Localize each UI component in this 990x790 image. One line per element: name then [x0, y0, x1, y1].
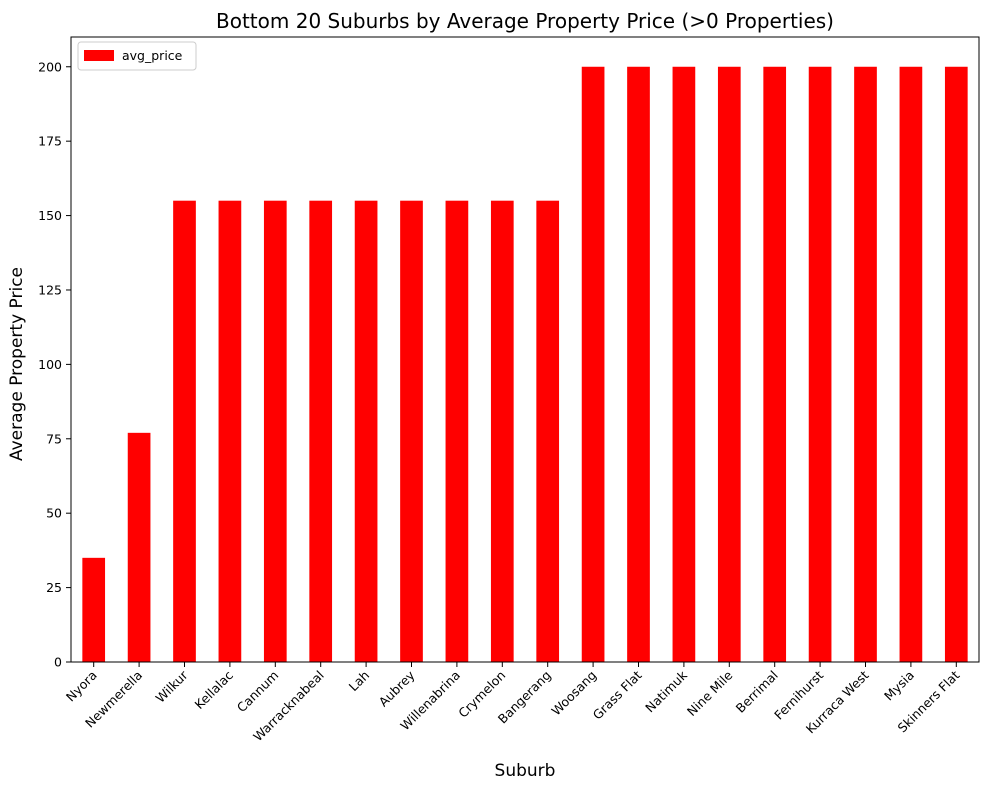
- bar-newmerella: [127, 432, 151, 662]
- y-tick-label: 75: [46, 431, 62, 446]
- y-tick-label: 100: [38, 357, 62, 372]
- y-tick-label: 25: [46, 580, 62, 595]
- bar-aubrey: [400, 200, 423, 662]
- bar-kellalac: [218, 200, 242, 662]
- bar-natimuk: [672, 66, 696, 662]
- y-tick-label: 150: [38, 208, 62, 223]
- y-axis-label: Average Property Price: [7, 267, 27, 461]
- y-tick-label: 0: [54, 655, 62, 670]
- plot-frame: [70, 36, 980, 663]
- bar-fernihurst: [808, 66, 832, 662]
- bar-bangerang: [536, 200, 560, 662]
- bar-grass-flat: [627, 66, 650, 662]
- legend-frame: [77, 41, 197, 71]
- y-tick-label: 50: [46, 506, 62, 521]
- x-tick-label: Nyora: [63, 668, 100, 705]
- bars-group: [82, 66, 968, 662]
- x-tick-label: Grass Flat: [590, 667, 645, 722]
- x-tick-label: Mysia: [881, 668, 917, 704]
- bar-wilkur: [173, 200, 196, 662]
- x-tick-label: Aubrey: [376, 667, 418, 709]
- bar-crymelon: [490, 200, 514, 662]
- bar-nyora: [82, 557, 106, 662]
- bar-mysia: [899, 66, 923, 662]
- y-tick-label: 200: [38, 59, 62, 74]
- bar-cannum: [263, 200, 287, 662]
- bar-warracknabeal: [309, 200, 333, 662]
- legend: avg_price: [77, 41, 197, 71]
- x-tick-label: Lah: [346, 668, 373, 695]
- bar-woosang: [581, 66, 605, 662]
- legend-label: avg_price: [122, 48, 183, 63]
- bar-kurraca-west: [854, 66, 877, 662]
- y-tick-label: 125: [38, 282, 62, 297]
- y-axis: 0 25 50 75 100 125 150 175 200: [38, 59, 71, 670]
- x-tick-label: Kellalac: [192, 667, 237, 712]
- x-tick-label: Nine Mile: [684, 667, 736, 719]
- chart-title: Bottom 20 Suburbs by Average Property Pr…: [216, 9, 834, 33]
- x-tick-label: Cannum: [234, 668, 282, 716]
- bar-nine-mile: [717, 66, 741, 662]
- bar-lah: [354, 200, 378, 662]
- bar-willenabrina: [445, 200, 469, 662]
- bar-skinners-flat: [944, 66, 968, 662]
- x-tick-label: Wilkur: [152, 667, 191, 706]
- y-tick-label: 175: [38, 134, 62, 149]
- x-axis-label: Suburb: [495, 761, 556, 781]
- bar-berrimal: [763, 66, 787, 662]
- legend-swatch: [84, 50, 114, 61]
